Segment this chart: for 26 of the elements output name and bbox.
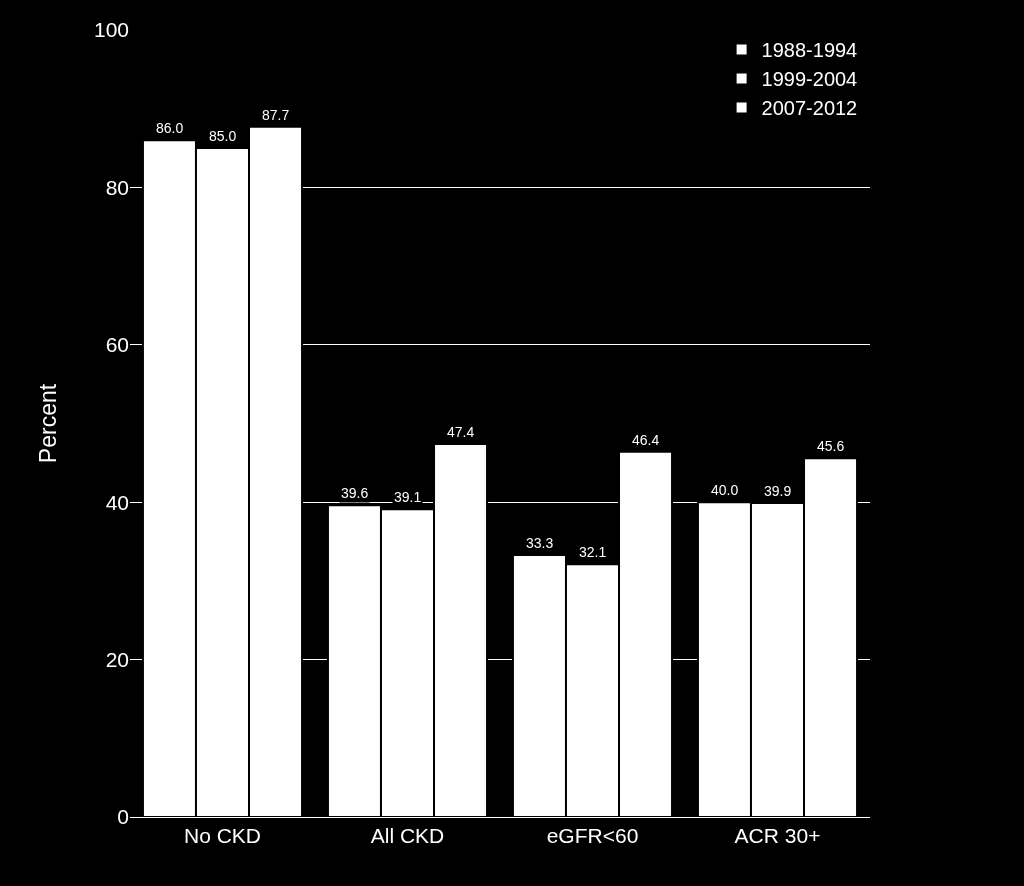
y-tick-label: 20 (105, 647, 129, 671)
data-label: 33.3 (526, 535, 554, 551)
legend-label: 2007-2012 (761, 97, 858, 120)
y-tick-label: 0 (117, 805, 129, 829)
data-label: 39.9 (764, 483, 792, 499)
x-tick-label: All CKD (370, 824, 445, 848)
x-tick-label: eGFR<60 (546, 824, 639, 848)
data-label: 87.7 (262, 107, 290, 123)
data-label: 39.6 (341, 485, 369, 501)
data-label: 47.4 (447, 424, 475, 440)
x-tick-label: ACR 30+ (734, 824, 821, 848)
data-label: 85.0 (209, 128, 237, 144)
x-tick-label: No CKD (183, 824, 262, 848)
data-label: 86.0 (156, 120, 184, 136)
legend-label: 1988-1994 (761, 39, 858, 62)
data-label: 39.1 (394, 489, 422, 505)
y-tick-label: 40 (105, 490, 129, 514)
data-label: 46.4 (632, 432, 660, 448)
y-tick-label: 80 (105, 175, 129, 199)
data-label: 40.0 (711, 482, 739, 498)
y-tick-label: 60 (105, 333, 129, 357)
y-axis-title: Percent (35, 383, 62, 464)
y-tick-label: 100 (93, 18, 129, 42)
data-label: 32.1 (579, 544, 607, 560)
data-label: 45.6 (817, 438, 845, 454)
legend-label: 1999-2004 (761, 68, 858, 91)
